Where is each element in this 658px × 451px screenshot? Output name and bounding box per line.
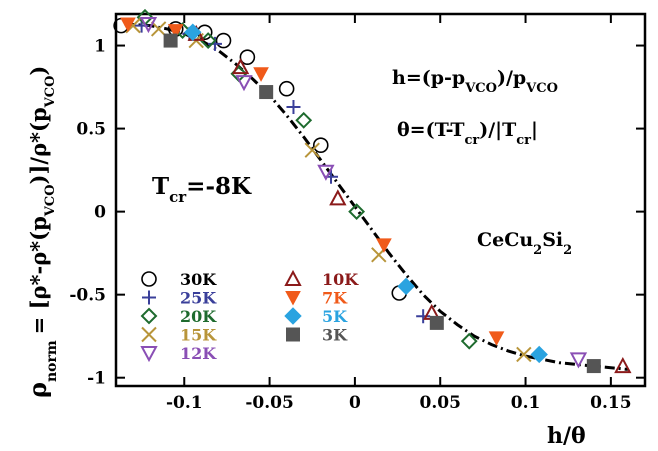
x-tick-label: 0.15 — [590, 393, 631, 413]
data-point-7k — [120, 17, 136, 33]
y-tick-label: 1 — [94, 37, 106, 57]
x-tick-label: 0 — [349, 393, 361, 413]
data-point-25k — [286, 100, 301, 114]
legend-label-3k: 3K — [322, 326, 348, 345]
data-point-15k — [304, 142, 320, 158]
x-tick-label: -0.05 — [245, 393, 293, 413]
h-definition: h=(p-pVCO)/pVCO — [392, 67, 558, 96]
data-point-5k — [184, 23, 202, 41]
legend-marker-20k — [140, 307, 158, 325]
y-tick-label: 0 — [94, 203, 106, 223]
legend-marker-3k — [286, 327, 300, 342]
x-tick-label: 0.05 — [420, 393, 461, 413]
theta-definition: θ=(T-Tcr)/|Tcr| — [397, 119, 538, 148]
y-tick-label: -1 — [87, 369, 106, 389]
data-point-12k — [569, 352, 588, 369]
legend-label-12k: 12K — [180, 344, 217, 363]
data-point-10k — [231, 58, 250, 75]
legend-marker-12k — [140, 346, 158, 363]
data-point-15k — [516, 346, 532, 363]
legend-marker-25k — [142, 290, 156, 305]
legend-marker-30k — [141, 271, 157, 287]
legend-label-30k: 30K — [180, 270, 217, 289]
legend-label-10k: 10K — [322, 270, 359, 289]
tcr-annotation: Tcr=-8K — [152, 173, 252, 206]
material-label: CeCu2Si2 — [477, 229, 572, 258]
data-point-15k — [150, 21, 167, 37]
data-point-7k — [488, 331, 505, 346]
x-axis-label: h/θ — [547, 423, 586, 449]
x-tick-label: -0.1 — [166, 393, 203, 413]
y-tick-label: -0.5 — [69, 286, 106, 306]
y-axis-label: ρnorm= [ρ*-ρ*(pVCO)]/ρ*(pVCO) — [23, 66, 60, 398]
svg-text:ρnorm= [ρ*-ρ*(pVCO)]/ρ*(pVCO): ρnorm= [ρ*-ρ*(pVCO)]/ρ*(pVCO) — [23, 66, 60, 398]
data-point-3k — [163, 33, 178, 48]
legend-label-15k: 15K — [180, 326, 217, 345]
data-point-12k — [235, 75, 253, 92]
legend-label-20k: 20K — [180, 307, 217, 326]
data-point-10k — [329, 189, 347, 206]
data-markers — [113, 8, 632, 374]
legend-label-5k: 5K — [322, 307, 348, 326]
data-point-7k — [253, 67, 269, 82]
legend-marker-10k — [284, 269, 302, 286]
data-point-25k — [416, 309, 431, 324]
data-point-5k — [397, 277, 415, 296]
legend-marker-7k — [285, 291, 301, 306]
data-point-30k — [312, 137, 329, 153]
data-point-30k — [278, 80, 295, 97]
data-point-7k — [167, 24, 184, 39]
data-point-20k — [348, 203, 366, 221]
data-point-20k — [295, 111, 313, 129]
legend-label-25k: 25K — [180, 289, 217, 308]
legend-marker-15k — [141, 326, 157, 343]
data-point-30k — [215, 32, 232, 49]
data-point-5k — [530, 345, 548, 364]
x-tick-label: 0.1 — [511, 393, 541, 413]
data-point-3k — [259, 85, 274, 100]
data-point-30k — [239, 49, 256, 65]
data-point-3k — [586, 359, 601, 374]
axis-ticks: -0.1 -0.05 0 0.05 0.1 0.15 1 0.5 0 -0.5 -1 — [69, 14, 645, 413]
legend-marker-5k — [284, 307, 302, 325]
data-point-20k — [199, 32, 217, 49]
data-point-3k — [429, 315, 444, 330]
data-point-20k — [460, 332, 478, 350]
legend-label-7k: 7K — [322, 289, 348, 308]
data-point-10k — [614, 356, 632, 374]
y-tick-label: 0.5 — [76, 120, 106, 140]
data-point-12k — [317, 164, 335, 181]
data-point-7k — [376, 238, 392, 253]
plot-frame — [114, 12, 647, 388]
data-point-12k — [139, 16, 158, 34]
